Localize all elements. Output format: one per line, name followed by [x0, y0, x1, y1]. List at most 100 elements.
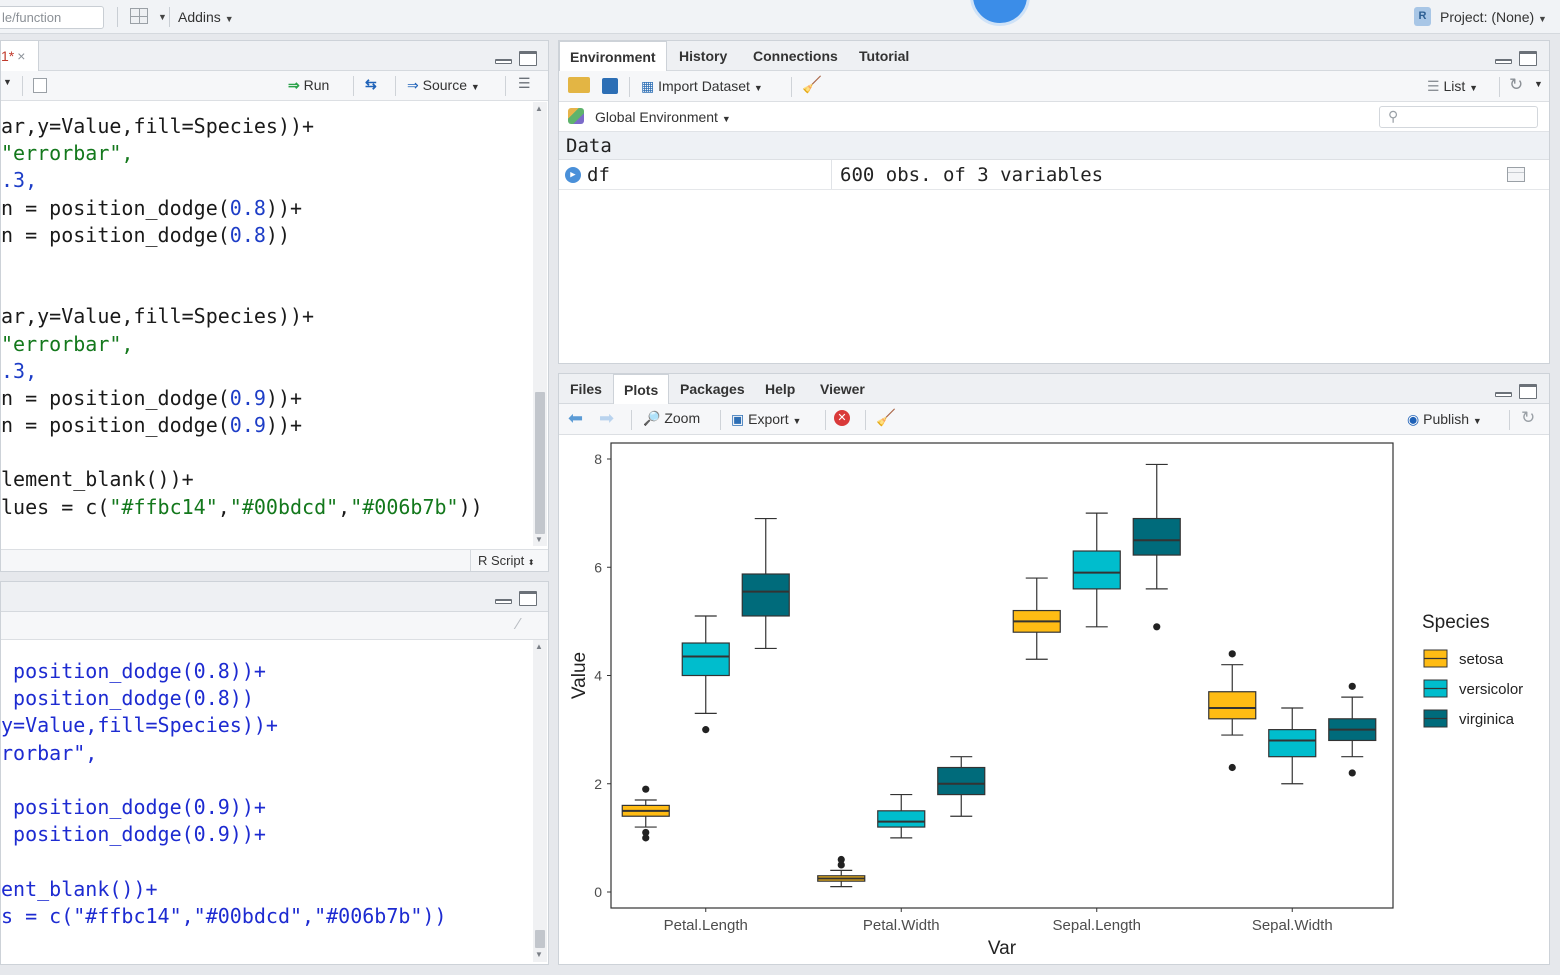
toolbar-divider: [865, 410, 866, 430]
refresh-icon[interactable]: ↻: [1521, 408, 1536, 427]
console-tabstrip: [1, 582, 548, 612]
window-control-icon[interactable]: [970, 0, 1030, 26]
box-virginica: [741, 573, 790, 617]
zoom-button[interactable]: 🔎 Zoom: [643, 410, 700, 427]
expand-icon[interactable]: ▶: [565, 167, 581, 183]
view-table-icon[interactable]: [1507, 167, 1525, 182]
close-icon[interactable]: ×: [17, 48, 26, 64]
variable-name: df: [587, 164, 610, 186]
broom-icon[interactable]: ⁄: [517, 616, 520, 633]
view-mode-menu[interactable]: ☰ List ▼: [1427, 78, 1478, 95]
scroll-down-icon[interactable]: ▼: [535, 950, 543, 959]
tab-history[interactable]: History: [679, 48, 728, 64]
toolbar-divider: [631, 410, 632, 430]
code-token: n = position_dodge(: [1, 385, 230, 410]
rerun-icon[interactable]: ⇆: [365, 76, 377, 92]
tab-viewer[interactable]: Viewer: [820, 381, 865, 397]
toolbar-divider: [353, 76, 354, 96]
tab-help[interactable]: Help: [765, 381, 796, 397]
code-token: 0.8: [229, 195, 266, 220]
console-line: [1, 767, 447, 794]
file-type-selector[interactable]: R Script ⬍: [470, 550, 535, 571]
code-token: )): [458, 494, 483, 519]
console-scrollbar[interactable]: ▲ ▼: [533, 640, 547, 962]
minimize-icon[interactable]: [495, 599, 512, 604]
outlier-point: [837, 861, 845, 869]
outlier-point: [1228, 650, 1236, 658]
chevron-down-icon[interactable]: ▼: [1534, 79, 1543, 89]
main-toolbar: le/function ▼ Addins ▼ R Project: (None)…: [0, 0, 1560, 34]
broom-icon[interactable]: 🧹: [876, 410, 896, 427]
code-token: ,: [217, 494, 230, 519]
box-versicolor: [1072, 550, 1121, 590]
console-line: position_dodge(0.8))+: [1, 659, 266, 683]
open-folder-icon[interactable]: [568, 77, 590, 93]
run-button[interactable]: ⇒ Run: [288, 77, 329, 94]
remove-plot-icon[interactable]: ✕: [834, 410, 850, 426]
code-token: 0.9: [229, 385, 266, 410]
scrollbar-thumb[interactable]: [535, 930, 545, 948]
code-token: "#00bdcd": [229, 494, 339, 519]
document-outline-icon[interactable]: [33, 78, 47, 93]
source-button[interactable]: ⇒ Source ▼: [407, 77, 480, 94]
code-token: 0.8: [229, 222, 266, 247]
console-output[interactable]: position_dodge(0.8))+ position_dodge(0.8…: [1, 658, 447, 930]
x-tick-label: Sepal.Width: [1252, 917, 1333, 934]
box-versicolor: [877, 810, 926, 828]
plots-tabstrip: Files Plots Packages Help Viewer: [559, 374, 1549, 405]
scroll-up-icon[interactable]: ▲: [535, 642, 543, 651]
legend-label: virginica: [1459, 711, 1515, 728]
environment-search-input[interactable]: ⚲: [1379, 106, 1538, 128]
scroll-down-icon[interactable]: ▼: [535, 535, 543, 544]
toolbar-divider: [629, 77, 630, 97]
tab-environment[interactable]: Environment: [559, 41, 667, 72]
environment-row[interactable]: ▶ df 600 obs. of 3 variables: [559, 160, 1549, 190]
minimize-icon[interactable]: [1495, 59, 1512, 64]
scroll-up-icon[interactable]: ▲: [535, 104, 543, 113]
tab-files[interactable]: Files: [570, 381, 602, 397]
back-arrow-icon[interactable]: ⬅: [568, 408, 584, 428]
legend-label: versicolor: [1459, 681, 1523, 698]
tab-tutorial[interactable]: Tutorial: [859, 48, 910, 64]
maximize-icon[interactable]: [1519, 51, 1537, 66]
scope-label: Global Environment: [595, 109, 718, 125]
maximize-icon[interactable]: [519, 591, 537, 606]
console-line: position_dodge(0.8)): [1, 686, 254, 711]
tab-plots[interactable]: Plots: [613, 374, 670, 405]
chevron-down-icon[interactable]: ▼: [3, 77, 12, 87]
maximize-icon[interactable]: [519, 51, 537, 66]
export-button[interactable]: ▣ Export ▼: [731, 411, 801, 428]
broom-icon[interactable]: 🧹: [802, 77, 822, 94]
code-token: "#006b7b": [350, 494, 459, 519]
import-dataset-button[interactable]: ▦ Import Dataset ▼: [641, 78, 763, 95]
save-icon[interactable]: [602, 78, 618, 94]
forward-arrow-icon[interactable]: ➡: [599, 408, 615, 428]
code-editor[interactable]: ar,y=Value,fill=Species))+ "errorbar", .3,…: [1, 113, 483, 521]
workspace-panes-icon[interactable]: [130, 8, 148, 24]
refresh-icon[interactable]: ↻: [1509, 75, 1524, 94]
minimize-icon[interactable]: [1495, 392, 1512, 397]
chevron-down-icon[interactable]: ▼: [158, 12, 167, 22]
code-token: n = position_dodge(: [1, 195, 230, 220]
minimize-icon[interactable]: [495, 59, 512, 64]
editor-scrollbar[interactable]: ▲ ▼: [533, 102, 547, 546]
toolbar-divider: [395, 76, 396, 96]
updown-icon: ⬍: [527, 558, 535, 567]
source-file-tab[interactable]: 1* ×: [1, 41, 39, 71]
tab-packages[interactable]: Packages: [680, 381, 745, 397]
tab-connections[interactable]: Connections: [753, 48, 838, 64]
maximize-icon[interactable]: [1519, 384, 1537, 399]
project-menu[interactable]: Project: (None) ▼: [1440, 9, 1547, 25]
data-section-header: Data: [559, 132, 1549, 160]
scrollbar-thumb[interactable]: [535, 392, 545, 534]
outline-lines-icon[interactable]: ☰: [518, 75, 531, 91]
source-tabstrip: 1* ×: [1, 41, 548, 71]
goto-file-function-input[interactable]: le/function: [0, 6, 104, 29]
scope-selector[interactable]: Global Environment ▼: [595, 109, 731, 125]
file-type-label: R Script: [478, 553, 525, 568]
addins-menu[interactable]: Addins ▼: [178, 9, 234, 25]
outlier-point: [642, 785, 650, 793]
publish-button[interactable]: ◉ Publish ▼: [1407, 411, 1482, 428]
box-setosa: [1208, 691, 1257, 720]
code-line: .3,: [1, 167, 483, 194]
